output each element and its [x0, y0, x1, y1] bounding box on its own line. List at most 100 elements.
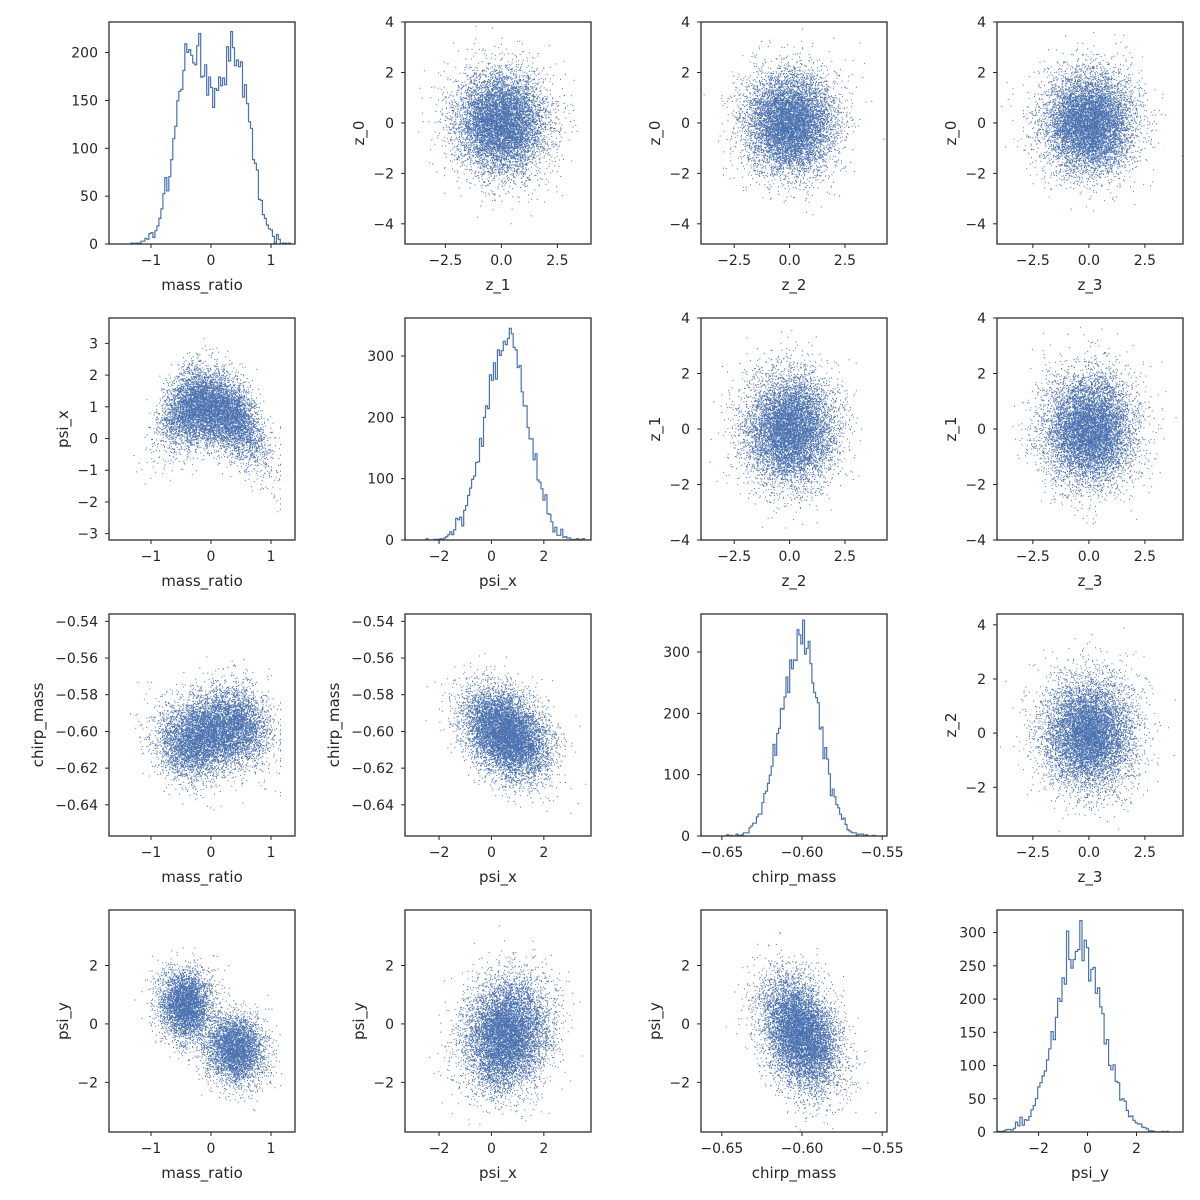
x-tick-label: −0.60 [781, 845, 824, 861]
axes-frame [108, 317, 296, 541]
y-tick-label: 150 [71, 93, 98, 109]
subplot-1-2: −2.5 0.0 2.5 −4 −2 0 2 4 z_2 z_1 [646, 311, 888, 591]
y-tick-label: 0 [89, 1017, 98, 1033]
x-tick-label: 2 [539, 845, 548, 861]
axes-frame [700, 21, 888, 245]
scatter-points [725, 932, 877, 1131]
y-tick-label: −0.58 [351, 688, 394, 704]
x-axis-label: mass_ratio [161, 572, 243, 591]
subplot-0-2: −2.5 0.0 2.5 −4 −2 0 2 4 z_2 z_0 [646, 15, 888, 295]
y-tick-label: 1 [89, 400, 98, 416]
histogram-step [726, 619, 876, 836]
x-tick-label: 0 [487, 1141, 496, 1157]
x-tick-label: −2.5 [717, 549, 751, 565]
y-tick-label: 0 [977, 1125, 986, 1141]
y-tick-label: −2 [669, 1075, 690, 1091]
plot-area [418, 25, 578, 225]
y-tick-label: 2 [977, 672, 986, 688]
subplot-2-3: −2.5 0.0 2.5 −2 0 2 4 z_3 z_2 [942, 613, 1184, 887]
y-tick-label: −2 [373, 1075, 394, 1091]
y-tick-label: 4 [681, 311, 690, 327]
y-tick-label: −2 [77, 1075, 98, 1091]
y-tick-label: 2 [385, 959, 394, 975]
scatter-points [1012, 327, 1177, 525]
y-tick-label: −0.56 [55, 651, 98, 667]
x-tick-label: 0 [207, 253, 216, 269]
y-axis-label: psi_x [54, 410, 73, 448]
x-axis-label: chirp_mass [752, 1164, 837, 1183]
plot-area [703, 28, 885, 216]
y-tick-label: 2 [681, 367, 690, 383]
y-tick-label: 0 [385, 116, 394, 132]
y-tick-label: −0.62 [55, 761, 98, 777]
y-tick-label: −0.64 [351, 798, 394, 814]
y-axis-label: psi_y [350, 1002, 369, 1040]
y-tick-label: 4 [977, 311, 986, 327]
plot-area [725, 932, 877, 1131]
x-tick-label: 0 [487, 845, 496, 861]
y-axis-label: chirp_mass [325, 683, 344, 768]
y-tick-label: 4 [385, 15, 394, 31]
x-tick-label: 0.0 [490, 253, 512, 269]
axes-frame [404, 21, 592, 245]
subplot-3-3: −2 0 2 0 50 100 150 200 250 300 psi_y [959, 909, 1184, 1183]
y-tick-label: 300 [367, 349, 394, 365]
subplot-2-1: −2 0 2 −0.64 −0.62 −0.60 −0.58 −0.56 −0.54 psi_x c… [325, 613, 592, 887]
scatter-points [997, 627, 1176, 833]
y-tick-label: −1 [77, 463, 98, 479]
x-tick-label: 2.5 [834, 253, 856, 269]
y-tick-label: 0 [681, 1017, 690, 1033]
scatter-points [134, 947, 283, 1112]
axes-frame [996, 613, 1184, 837]
plot-area [130, 31, 291, 244]
x-axis-label: z_1 [486, 276, 511, 295]
x-tick-label: 0 [207, 549, 216, 565]
x-axis-label: z_3 [1078, 276, 1103, 295]
y-tick-label: −4 [965, 533, 986, 549]
y-tick-label: 50 [80, 189, 98, 205]
y-tick-label: 0 [385, 533, 394, 549]
x-tick-label: 0.0 [778, 549, 800, 565]
x-tick-label: −2.5 [428, 253, 462, 269]
x-tick-label: 0 [1083, 1141, 1092, 1157]
histogram-step [130, 31, 291, 244]
y-tick-label: 0 [681, 829, 690, 845]
y-tick-label: −0.54 [55, 614, 98, 630]
x-tick-label: 1 [267, 1141, 276, 1157]
y-tick-label: −3 [77, 527, 98, 543]
y-tick-label: −0.54 [351, 614, 394, 630]
x-tick-label: −0.65 [700, 1141, 743, 1157]
axes-frame [404, 909, 592, 1133]
y-tick-label: −0.64 [55, 798, 98, 814]
x-tick-label: 2.5 [1134, 549, 1156, 565]
axes-frame [700, 909, 888, 1133]
y-tick-label: −2 [965, 166, 986, 182]
x-tick-label: −1 [141, 549, 162, 565]
y-tick-label: 2 [681, 959, 690, 975]
x-tick-label: −2 [1028, 1141, 1049, 1157]
axes-frame [996, 21, 1184, 245]
scatter-points [130, 656, 281, 811]
x-tick-label: −2 [429, 549, 450, 565]
subplot-3-1: −2 0 2 −2 0 2 psi_x psi_y [350, 909, 592, 1183]
subplot-1-1: −2 0 2 0 100 200 300 psi_x [367, 317, 592, 591]
x-axis-label: z_3 [1078, 572, 1103, 591]
plot-area [425, 327, 586, 540]
histogram-step [425, 327, 586, 540]
subplot-3-2: −0.65 −0.60 −0.55 −2 0 2 chirp_mass psi_y [646, 909, 904, 1183]
x-axis-label: mass_ratio [161, 276, 243, 295]
scatter-points [133, 338, 281, 513]
axes-frame [700, 613, 888, 837]
subplot-1-0: −1 0 1 −3 −2 −1 0 1 2 3 mass_ratio psi_x [54, 317, 296, 591]
x-axis-label: psi_y [1071, 1164, 1109, 1183]
y-tick-label: 200 [367, 410, 394, 426]
plot-area [429, 925, 583, 1132]
y-tick-label: 0 [385, 1017, 394, 1033]
x-tick-label: 2 [539, 549, 548, 565]
y-tick-label: 200 [959, 992, 986, 1008]
subplot-0-0: −1 0 1 0 50 100 150 200 mass_ratio [71, 21, 296, 295]
y-tick-label: −0.58 [55, 688, 98, 704]
plot-area [425, 653, 587, 814]
x-tick-label: 2 [539, 1141, 548, 1157]
